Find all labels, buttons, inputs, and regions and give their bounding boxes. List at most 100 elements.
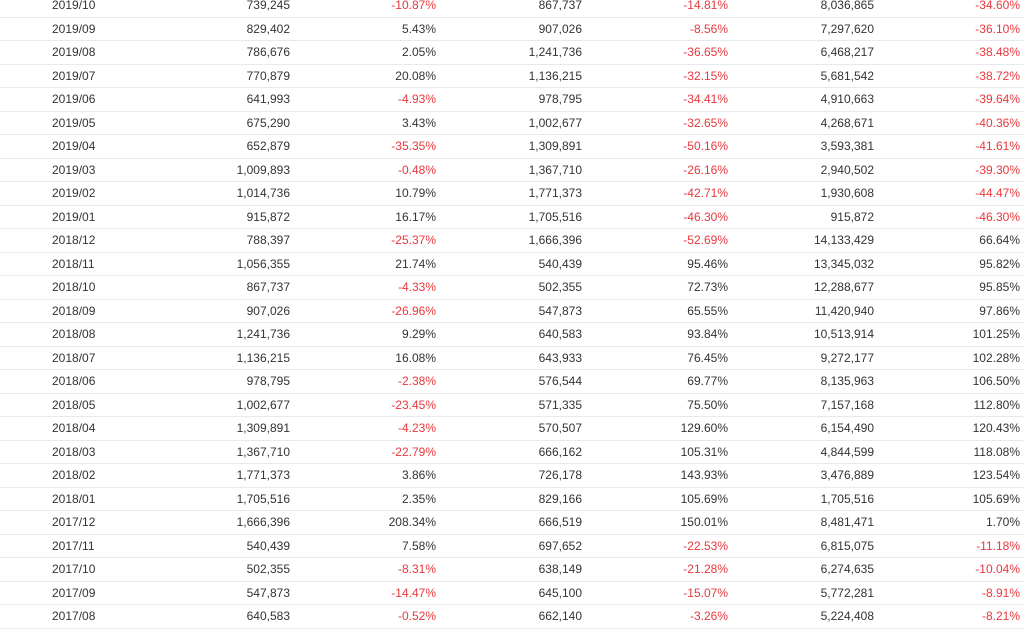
change-cell: -4.93%: [397, 92, 436, 106]
cumulative-cell: 6,154,490: [820, 421, 874, 435]
change-cell: -38.48%: [975, 45, 1020, 59]
change-cell: -42.71%: [683, 186, 728, 200]
change-cell: 10.79%: [395, 186, 436, 200]
value-cell: 978,795: [538, 92, 582, 106]
change-cell: -22.79%: [391, 444, 436, 459]
cumulative-cell: 14,133,429: [813, 233, 874, 247]
value-cell: 1,241,736: [528, 45, 582, 59]
change-cell: -14.81%: [683, 0, 728, 12]
change-cell: 105.31%: [680, 444, 728, 459]
change-cell: -8.91%: [981, 585, 1020, 600]
change-cell: 208.34%: [388, 515, 436, 529]
date-cell: 2019/07: [52, 68, 96, 83]
date-cell: 2019/10: [52, 0, 96, 12]
value-cell: 571,335: [538, 397, 582, 412]
change-cell: 105.69%: [680, 491, 728, 506]
change-cell: 9.29%: [401, 327, 436, 341]
change-cell: 75.50%: [687, 397, 728, 412]
change-cell: 76.45%: [687, 350, 728, 365]
date-cell: 2017/12: [52, 515, 96, 529]
value-cell: 540,439: [538, 256, 582, 271]
value-cell: 867,737: [538, 0, 582, 12]
date-cell: 2019/04: [52, 139, 96, 153]
table-row: 2019/04 652,879 -35.35% 1,309,891 -50.16% 3,5…: [0, 135, 1024, 159]
change-cell: 65.55%: [687, 303, 728, 318]
change-cell: 1.70%: [985, 515, 1020, 529]
value-cell: 1,002,677: [236, 397, 290, 412]
table-row: 2018/01 1,705,516 2.35% 829,166 105.69% 1,705…: [0, 488, 1024, 511]
cumulative-cell: 915,872: [830, 209, 874, 224]
change-cell: -0.48%: [397, 162, 436, 177]
date-cell: 2018/12: [52, 233, 96, 247]
change-cell: -36.65%: [683, 45, 728, 59]
value-cell: 867,737: [246, 280, 290, 294]
change-cell: -10.04%: [975, 562, 1020, 576]
value-cell: 666,519: [538, 515, 582, 529]
change-cell: -21.28%: [683, 562, 728, 576]
change-cell: -22.53%: [683, 538, 728, 553]
value-cell: 697,652: [538, 538, 582, 553]
value-cell: 640,583: [246, 609, 290, 623]
cumulative-cell: 8,481,471: [820, 515, 874, 529]
value-cell: 652,879: [246, 139, 290, 153]
table-row: 2018/02 1,771,373 3.86% 726,178 143.93% 3,476…: [0, 464, 1024, 488]
change-cell: 105.69%: [972, 491, 1020, 506]
value-cell: 643,933: [538, 350, 582, 365]
date-cell: 2019/01: [52, 209, 96, 224]
value-cell: 570,507: [538, 421, 582, 435]
change-cell: -4.23%: [397, 421, 436, 435]
table-row: 2019/02 1,014,736 10.79% 1,771,373 -42.71% 1,…: [0, 182, 1024, 206]
change-cell: 5.43%: [401, 21, 436, 36]
change-cell: -14.47%: [391, 585, 436, 600]
value-cell: 739,245: [246, 0, 290, 12]
date-cell: 2018/03: [52, 444, 96, 459]
cumulative-cell: 3,593,381: [820, 139, 874, 153]
cumulative-cell: 1,930,608: [820, 186, 874, 200]
change-cell: -26.16%: [683, 162, 728, 177]
change-cell: 129.60%: [680, 421, 728, 435]
value-cell: 907,026: [246, 303, 290, 318]
table-row: 2019/01 915,872 16.17% 1,705,516 -46.30% 915,…: [0, 206, 1024, 229]
cumulative-cell: 1,705,516: [820, 491, 874, 506]
date-cell: 2018/04: [52, 421, 96, 435]
change-cell: -15.07%: [683, 585, 728, 600]
change-cell: -25.37%: [391, 233, 436, 247]
value-cell: 1,771,373: [528, 186, 582, 200]
table-row: 2018/11 1,056,355 21.74% 540,439 95.46% 13,34…: [0, 253, 1024, 276]
cumulative-cell: 5,224,408: [820, 609, 874, 623]
date-cell: 2017/08: [52, 609, 96, 623]
change-cell: 3.43%: [401, 115, 436, 130]
cumulative-cell: 9,272,177: [820, 350, 874, 365]
change-cell: 2.35%: [401, 491, 436, 506]
change-cell: 7.58%: [401, 538, 436, 553]
cumulative-cell: 6,468,217: [820, 45, 874, 59]
value-cell: 907,026: [538, 21, 582, 36]
change-cell: 102.28%: [972, 350, 1020, 365]
value-cell: 1,241,736: [236, 327, 290, 341]
table-row: 2017/10 502,355 -8.31% 638,149 -21.28% 6,274,…: [0, 558, 1024, 582]
value-cell: 641,993: [246, 92, 290, 106]
change-cell: -35.35%: [391, 139, 436, 153]
table-row: 2018/04 1,309,891 -4.23% 570,507 129.60% 6,15…: [0, 417, 1024, 441]
value-cell: 1,705,516: [236, 491, 290, 506]
date-cell: 2019/09: [52, 21, 96, 36]
value-cell: 915,872: [246, 209, 290, 224]
date-cell: 2018/01: [52, 491, 96, 506]
value-cell: 1,367,710: [236, 444, 290, 459]
cumulative-cell: 7,297,620: [820, 21, 874, 36]
value-cell: 1,002,677: [528, 115, 582, 130]
value-cell: 1,367,710: [528, 162, 582, 177]
table-row: 2018/06 978,795 -2.38% 576,544 69.77% 8,135,9…: [0, 370, 1024, 394]
table-row: 2019/05 675,290 3.43% 1,002,677 -32.65% 4,268…: [0, 112, 1024, 135]
change-cell: -52.69%: [683, 233, 728, 247]
value-cell: 502,355: [538, 280, 582, 294]
change-cell: 120.43%: [972, 421, 1020, 435]
table-row: 2018/03 1,367,710 -22.79% 666,162 105.31% 4,8…: [0, 441, 1024, 464]
change-cell: -8.56%: [689, 21, 728, 36]
change-cell: 16.08%: [395, 350, 436, 365]
change-cell: -38.72%: [975, 68, 1020, 83]
change-cell: -11.18%: [976, 538, 1020, 553]
change-cell: -32.15%: [683, 68, 728, 83]
table-row: 2019/10 739,245 -10.87% 867,737 -14.81% 8,036…: [0, 0, 1024, 18]
table-row: 2017/11 540,439 7.58% 697,652 -22.53% 6,815,0…: [0, 535, 1024, 558]
